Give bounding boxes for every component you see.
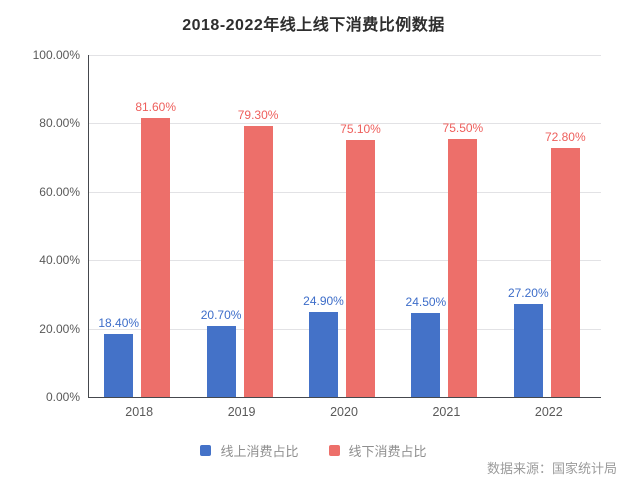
y-axis-tick-label: 0.00% — [45, 390, 80, 404]
legend: 线上消费占比 线下消费占比 — [0, 441, 627, 460]
legend-label: 线下消费占比 — [348, 444, 427, 459]
x-axis-label: 2021 — [432, 405, 461, 419]
bar-online-2018[interactable] — [104, 334, 134, 397]
bar-offline-2020[interactable] — [346, 140, 375, 397]
bar-offline-2018[interactable] — [141, 117, 171, 397]
bar-value-label: 72.80% — [544, 130, 586, 145]
legend-item-online[interactable]: 线上消费占比 — [200, 441, 299, 460]
legend-label: 线上消费占比 — [220, 444, 299, 459]
gridline — [89, 191, 601, 193]
x-axis-label: 2018 — [125, 405, 154, 419]
y-axis-tick-label: 100.00% — [32, 48, 80, 62]
y-axis-tick-label: 80.00% — [39, 116, 80, 131]
bar-value-label: 24.50% — [405, 295, 447, 310]
legend-swatch — [200, 445, 212, 456]
bar-offline-2022[interactable] — [550, 148, 580, 397]
y-axis-tick-label: 60.00% — [39, 184, 80, 199]
bar-value-label: 79.30% — [237, 107, 279, 122]
y-axis-tick-label: 40.00% — [39, 253, 80, 268]
x-axis-label: 2020 — [330, 405, 358, 419]
gridline — [89, 260, 601, 262]
bar-offline-2019[interactable] — [243, 125, 273, 397]
x-axis-label: 2019 — [227, 405, 256, 419]
legend-item-offline[interactable]: 线下消费占比 — [328, 441, 427, 460]
x-axis-label: 2022 — [534, 405, 563, 419]
bar-online-2021[interactable] — [411, 313, 441, 397]
gridline — [89, 123, 601, 125]
gridline — [89, 55, 601, 56]
chart-title: 2018-2022年线上线下消费比例数据 — [182, 17, 445, 34]
bar-value-label: 20.70% — [200, 308, 242, 323]
bar-offline-2021[interactable] — [448, 138, 478, 397]
bar-online-2022[interactable] — [513, 303, 543, 397]
bar-value-label: 18.40% — [98, 316, 140, 331]
bar-value-label: 81.60% — [135, 99, 177, 114]
gridline — [89, 328, 601, 330]
bar-value-label: 75.50% — [442, 120, 484, 135]
source-note: 数据来源：国家统计局 — [486, 461, 617, 476]
bar-online-2020[interactable] — [309, 311, 338, 397]
bar-value-label: 27.20% — [507, 285, 549, 300]
bar-value-label: 75.10% — [340, 122, 381, 137]
y-axis-tick-label: 20.00% — [39, 321, 80, 336]
plot-area: 18.40% 81.60% 20.70% 79.30% 24.90% 75.10% 24.5… — [88, 55, 601, 398]
bar-online-2019[interactable] — [206, 326, 236, 397]
legend-swatch — [328, 445, 340, 456]
bar-value-label: 24.90% — [303, 293, 344, 308]
